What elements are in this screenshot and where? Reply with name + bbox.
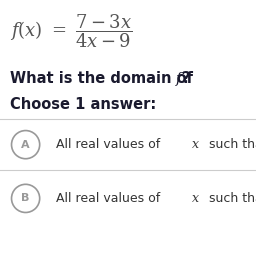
Text: All real values of: All real values of xyxy=(56,138,165,151)
Text: Choose 1 answer:: Choose 1 answer: xyxy=(10,98,156,112)
Text: $x$: $x$ xyxy=(191,138,200,151)
Text: A: A xyxy=(21,140,30,150)
Text: B: B xyxy=(22,193,30,204)
Text: All real values of: All real values of xyxy=(56,192,165,205)
Text: What is the domain of: What is the domain of xyxy=(10,71,198,86)
Text: $x$: $x$ xyxy=(191,192,200,205)
Text: such tha: such tha xyxy=(205,192,256,205)
Text: such tha: such tha xyxy=(205,138,256,151)
Text: $f$?: $f$? xyxy=(175,69,191,88)
Text: $f(x)\ =\ \dfrac{7-3x}{4x-9}$: $f(x)\ =\ \dfrac{7-3x}{4x-9}$ xyxy=(10,12,132,50)
